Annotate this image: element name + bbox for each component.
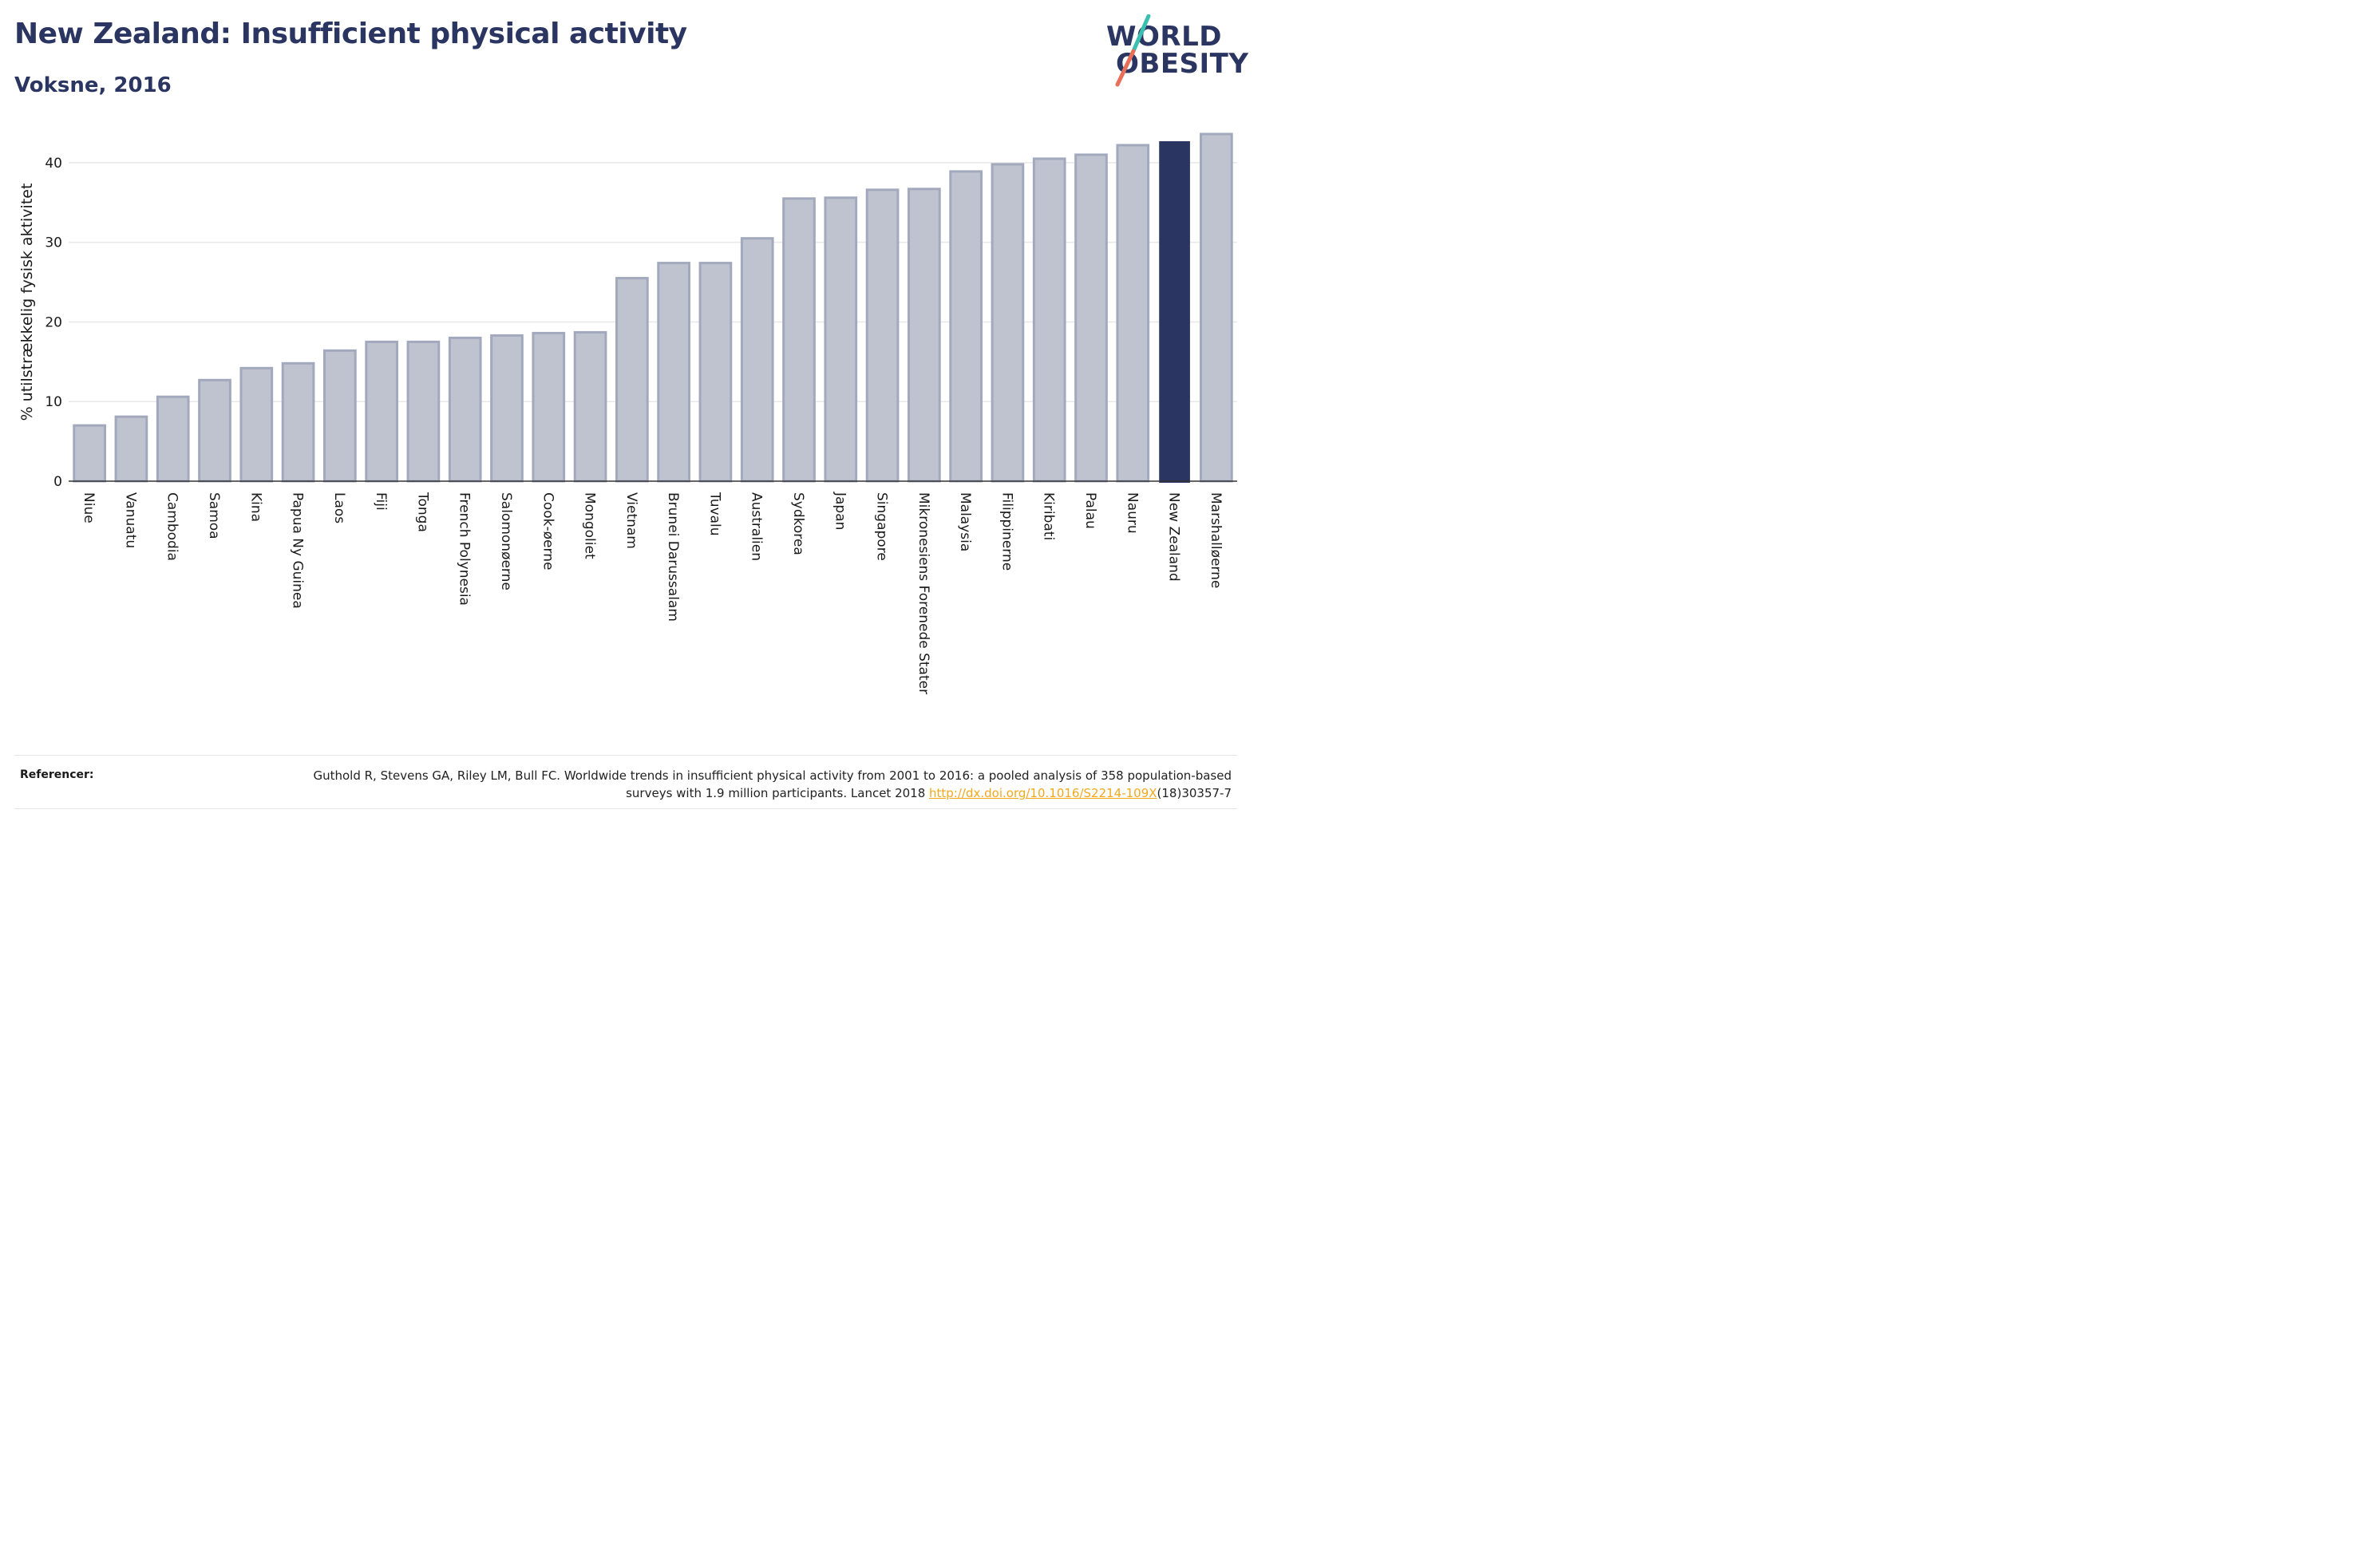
bar xyxy=(908,188,941,483)
x-tick-label: New Zealand xyxy=(1166,492,1182,582)
y-tick-label: 30 xyxy=(45,235,62,251)
x-tick-label: Nauru xyxy=(1124,492,1140,534)
x-tick-label: Marshalløerne xyxy=(1208,492,1224,588)
world-obesity-logo: WORLD OBESITY xyxy=(1105,14,1248,88)
bar xyxy=(1074,153,1108,483)
x-tick-label: Tuvalu xyxy=(706,492,722,536)
bar xyxy=(657,262,690,483)
y-tick-label: 20 xyxy=(45,314,62,330)
x-tick-label: Australien xyxy=(749,492,765,561)
x-tick-label: Fiji xyxy=(373,492,389,511)
chart-subtitle: Voksne, 2016 xyxy=(14,73,172,97)
bar xyxy=(156,395,190,483)
bar xyxy=(448,336,482,483)
bar xyxy=(824,196,858,483)
x-tick-label: Japan xyxy=(832,492,848,530)
references-label: Referencer: xyxy=(20,768,94,781)
x-tick-label: Brunei Darussalam xyxy=(665,492,681,622)
bar xyxy=(1032,157,1066,483)
footer-divider-top xyxy=(14,755,1237,756)
x-tick-label: Tonga xyxy=(414,492,430,532)
references-text: Guthold R, Stevens GA, Riley LM, Bull FC… xyxy=(290,767,1232,802)
bar xyxy=(281,361,315,483)
x-tick-label: Papua Ny Guinea xyxy=(290,492,306,609)
x-tick-label: Cambodia xyxy=(164,492,180,561)
bar xyxy=(239,366,274,483)
y-axis-label: % utilstrækkelig fysisk aktivitet xyxy=(18,184,36,421)
bar xyxy=(406,340,441,483)
x-tick-label: Laos xyxy=(331,492,347,523)
bar xyxy=(1200,132,1233,483)
x-tick-label: Samoa xyxy=(206,492,222,539)
logo-line-2: OBESITY xyxy=(1116,48,1249,80)
y-tick-label: 0 xyxy=(53,474,62,490)
bar xyxy=(198,378,231,483)
chart-title: New Zealand: Insufficient physical activ… xyxy=(14,18,687,50)
x-tick-label: Vietnam xyxy=(623,492,639,549)
y-tick-label: 40 xyxy=(45,156,62,172)
x-tick-label: Palau xyxy=(1082,492,1098,529)
x-tick-label: Cook-øerne xyxy=(540,492,556,570)
bar xyxy=(490,334,524,483)
bar xyxy=(740,237,774,483)
bar-highlight xyxy=(1159,140,1190,483)
x-tick-label: Salomonøerne xyxy=(498,492,514,590)
x-tick-label: French Polynesia xyxy=(457,492,473,606)
reference-citation: Guthold R, Stevens GA, Riley LM, Bull FC… xyxy=(313,768,1232,800)
x-tick-label: Malaysia xyxy=(957,492,973,551)
bar xyxy=(1116,144,1150,483)
x-tick-label: Vanuatu xyxy=(122,492,138,548)
bar xyxy=(73,424,106,483)
x-tick-label: Kiribati xyxy=(1041,492,1057,540)
reference-doi-link[interactable]: http://dx.doi.org/10.1016/S2214-109X xyxy=(929,786,1157,800)
bar xyxy=(698,262,733,483)
bar xyxy=(782,197,816,483)
bar-chart: 0 10 20 30 40 % utilstrækkelig fysisk aktivit… xyxy=(18,132,1237,694)
footer-divider-bottom xyxy=(14,808,1237,809)
x-tick-label: Mongoliet xyxy=(582,492,598,559)
logo-slash-icon xyxy=(1115,14,1151,87)
bar xyxy=(573,330,607,483)
bar xyxy=(865,188,900,483)
bar xyxy=(991,163,1025,483)
x-tick-label: Filippinerne xyxy=(999,492,1014,571)
logo-line-1: WORLD xyxy=(1106,21,1222,53)
bar xyxy=(323,349,357,483)
x-tick-label: Kina xyxy=(247,492,263,522)
bar xyxy=(114,415,148,483)
bar xyxy=(365,340,398,483)
bar xyxy=(532,331,566,483)
x-tick-label: Niue xyxy=(81,492,97,523)
y-tick-label: 10 xyxy=(45,394,62,410)
x-tick-label: Mikronesiens Forenede Stater xyxy=(916,492,931,694)
x-tick-label: Sydkorea xyxy=(790,492,806,555)
x-tick-label: Singapore xyxy=(874,492,890,561)
bar xyxy=(615,277,649,483)
reference-citation-suffix: (18)30357-7 xyxy=(1157,786,1232,800)
bar xyxy=(949,170,983,483)
